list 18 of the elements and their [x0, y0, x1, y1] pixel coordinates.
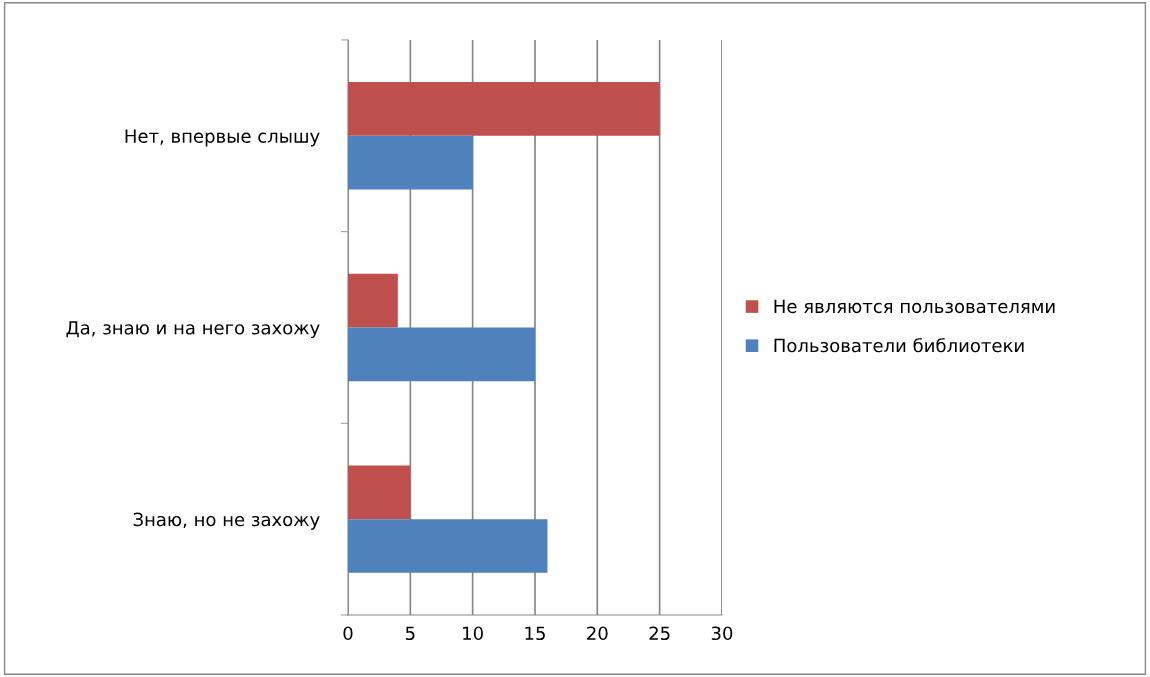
bar — [347, 465, 411, 520]
y-tick-label: Да, знаю и на него захожу — [66, 321, 320, 339]
bar — [347, 327, 535, 382]
legend-label: Пользователи библиотеки — [774, 337, 1024, 353]
y-tick-label: Знаю, но не захожу — [133, 512, 320, 530]
x-tick-label: 30 — [711, 626, 733, 641]
x-tick-label: 20 — [587, 626, 608, 641]
x-tick-label: 15 — [525, 626, 545, 641]
x-tick-label: 10 — [463, 626, 483, 641]
bar — [347, 82, 660, 136]
bar — [347, 519, 548, 573]
x-tick-label: 25 — [649, 626, 670, 641]
bar — [347, 273, 398, 328]
bar — [347, 135, 473, 190]
x-tick-label: 5 — [405, 626, 415, 641]
x-tick-label: 0 — [343, 626, 353, 641]
legend-label: Не являются пользователями — [774, 299, 1055, 314]
y-tick-label: Нет, впервые слышу — [125, 129, 320, 147]
